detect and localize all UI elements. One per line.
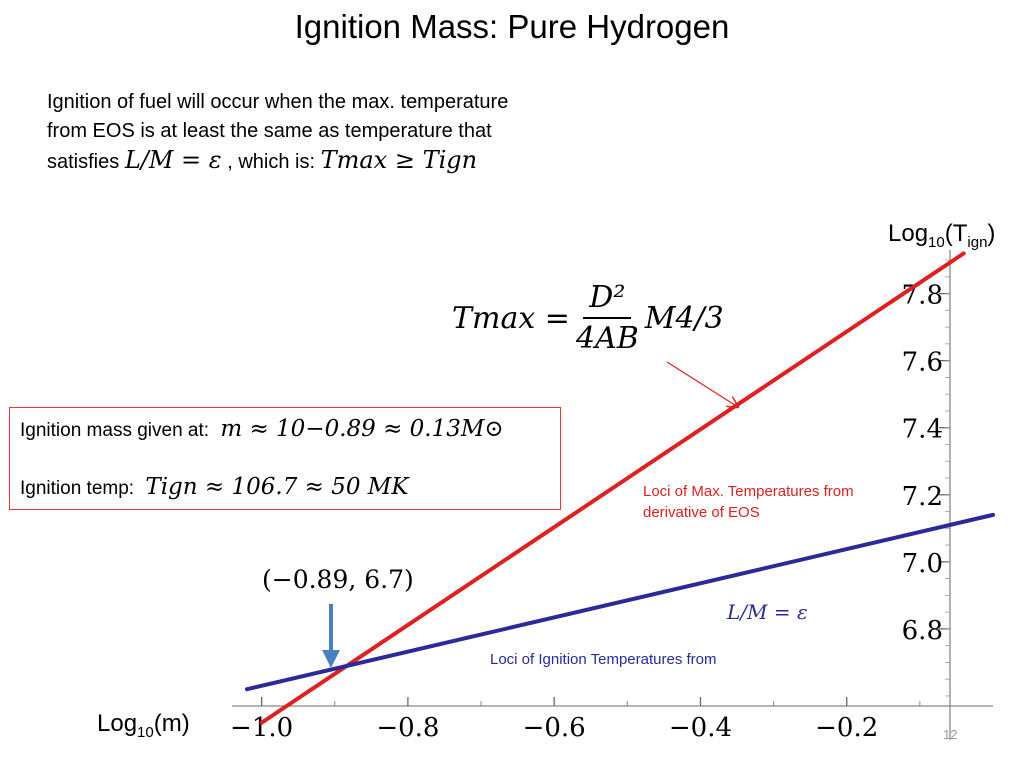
formula-denominator: 4AB — [575, 321, 639, 356]
formula-fraction: D² 4AB — [576, 280, 639, 356]
y-tick-label: 7.2 — [902, 482, 943, 512]
chart-layer: −1.0 −0.8 −0.6 −0.4 −0.2 6.8 7.0 7.2 7.4 7.6 7.8 — [230, 250, 995, 743]
formula-rhs: M4/3 — [644, 300, 724, 336]
ignition-result-box: Ignition mass given at: m ≈ 10−0.89 ≈ 0.… — [9, 407, 561, 510]
ignition-temp-equation: Tign ≈ 106.7 ≈ 50 MK — [145, 474, 409, 500]
lm-curve-label: L/M = ε — [727, 600, 808, 624]
intro-paragraph: Ignition of fuel will occur when the max… — [47, 88, 627, 177]
y-axis-ign: ign — [967, 233, 988, 251]
ignition-mass-row: Ignition mass given at: m ≈ 10−0.89 ≈ 0.… — [20, 416, 504, 442]
intro-line-3: satisfies L/M = ε , which is: Tmax ≥ Tig… — [47, 146, 627, 177]
y-tick-label: 7.8 — [902, 281, 943, 311]
x-axis-title: Log10(m) — [97, 710, 190, 741]
intro-satisfies: satisfies — [47, 151, 120, 173]
x-tick-label: −0.4 — [669, 713, 732, 743]
formula-numerator: D² — [583, 280, 632, 319]
ignition-temp-row: Ignition temp: Tign ≈ 106.7 ≈ 50 MK — [20, 474, 409, 500]
x-axis-base: 10 — [137, 723, 154, 741]
y-axis-close: ) — [987, 220, 996, 247]
point-arrow-head — [322, 650, 340, 668]
intro-which-is: , which is: — [227, 151, 316, 173]
tmax-formula: Tmax = D² 4AB M4/3 — [452, 280, 724, 356]
intro-line-1: Ignition of fuel will occur when the max… — [47, 91, 509, 113]
series-line-max-temp — [259, 251, 966, 725]
ignition-temp-label: Ignition temp: — [20, 478, 135, 499]
x-axis-log: Log — [97, 710, 138, 737]
formula-lhs: Tmax = — [452, 300, 570, 336]
y-tick-label: 7.0 — [902, 549, 943, 579]
y-axis-t: (T — [944, 220, 968, 247]
y-axis-log: Log — [888, 220, 929, 247]
max-temp-note: Loci of Max. Temperatures from derivativ… — [643, 483, 854, 521]
y-tick-label: 7.4 — [902, 415, 943, 445]
intersection-point-label: (−0.89, 6.7) — [262, 565, 414, 594]
condition-equation: L/M = ε — [124, 146, 222, 174]
y-axis-base: 10 — [928, 233, 945, 251]
y-tick-label: 7.6 — [902, 348, 943, 378]
x-tick-label: −1.0 — [230, 713, 293, 743]
ignition-mass-label: Ignition mass given at: — [20, 420, 210, 441]
x-tick-label: −0.6 — [523, 713, 586, 743]
y-tick-label: 6.8 — [902, 616, 943, 646]
slide-title: Ignition Mass: Pure Hydrogen — [294, 8, 730, 45]
ignition-temp-note: Loci of Ignition Temperatures from — [490, 651, 717, 668]
inequality-equation: Tmax ≥ Tign — [320, 146, 478, 174]
series-line-ignition-temp — [245, 512, 995, 692]
x-axis-m: (m) — [153, 710, 190, 737]
page-number: 12 — [943, 727, 958, 742]
y-axis-title: Log10(Tign) — [888, 220, 995, 251]
x-tick-label: −0.8 — [376, 713, 439, 743]
intro-line-2: from EOS is at least the same as tempera… — [47, 120, 492, 142]
x-tick-label: −0.2 — [815, 713, 878, 743]
red-callout-arrow — [666, 361, 738, 407]
ignition-mass-equation: m ≈ 10−0.89 ≈ 0.13M⊙ — [220, 416, 504, 442]
